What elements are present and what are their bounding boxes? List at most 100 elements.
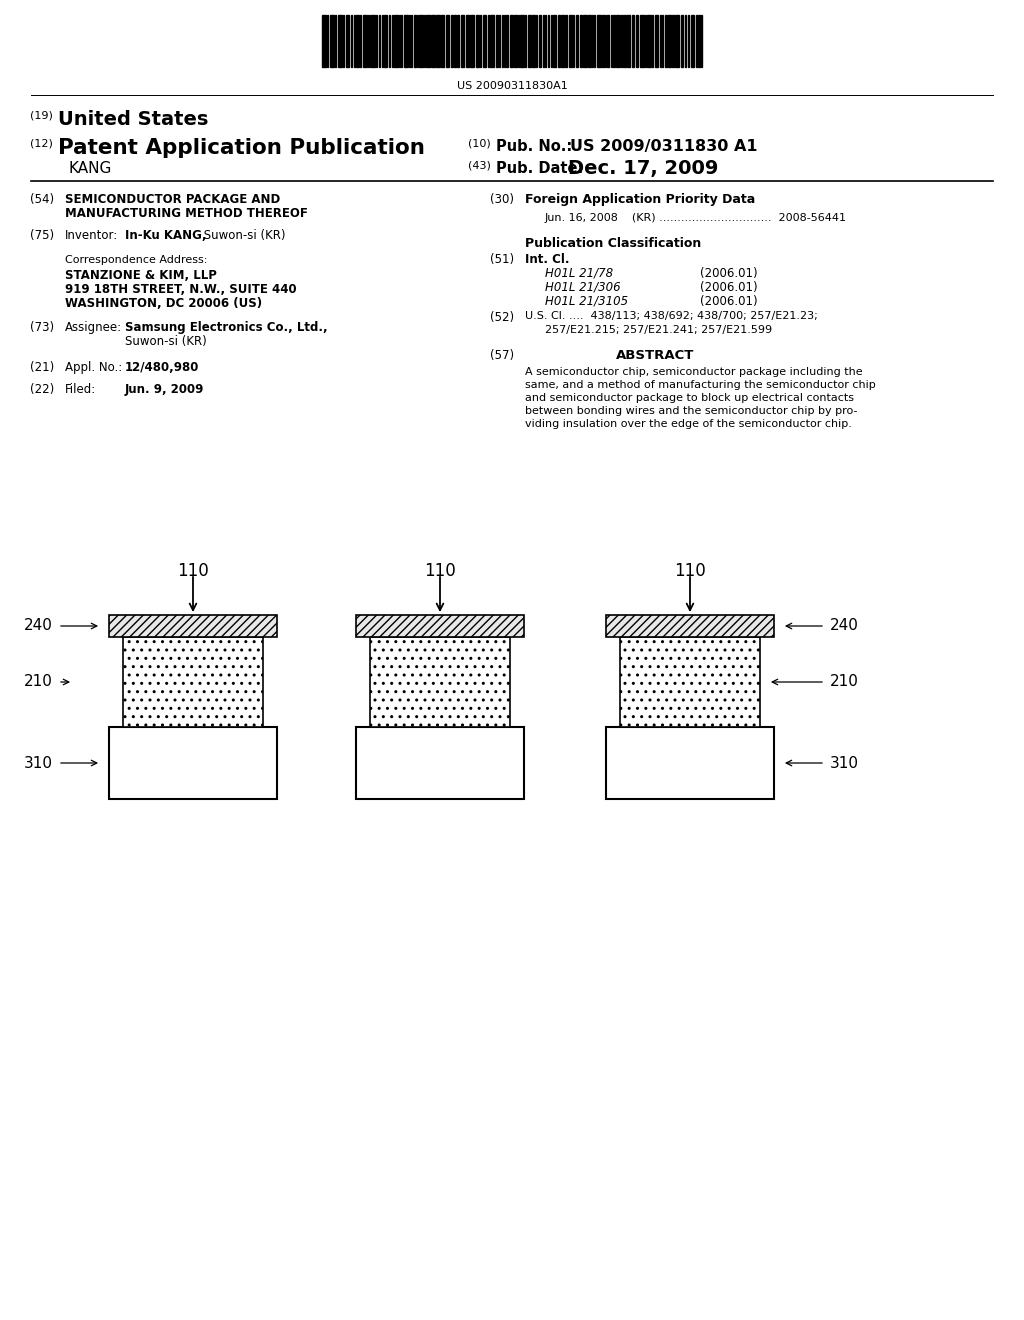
Text: (10): (10) [468, 139, 490, 149]
Bar [404, 15, 408, 67]
Bar [575, 15, 578, 67]
Text: and semiconductor package to block up electrical contacts: and semiconductor package to block up el… [525, 393, 854, 403]
Text: Foreign Application Priority Data: Foreign Application Priority Data [525, 193, 756, 206]
Bar [668, 15, 671, 67]
Text: ABSTRACT: ABSTRACT [615, 348, 694, 362]
Bar [606, 727, 774, 799]
Bar [356, 727, 524, 799]
Bar [457, 15, 459, 67]
Bar [394, 15, 397, 67]
Text: Publication Classification: Publication Classification [525, 238, 701, 249]
Text: Suwon-si (KR): Suwon-si (KR) [200, 228, 286, 242]
Text: 210: 210 [25, 675, 53, 689]
Bar [510, 15, 512, 67]
Bar [545, 15, 546, 67]
Bar [424, 15, 425, 67]
Text: Pub. No.:: Pub. No.: [496, 139, 572, 154]
Bar [342, 15, 344, 67]
Text: 240: 240 [830, 619, 859, 634]
Bar [436, 15, 439, 67]
Bar [561, 15, 563, 67]
Text: 110: 110 [177, 562, 209, 579]
Bar [553, 15, 555, 67]
Bar [606, 615, 774, 638]
Text: 210: 210 [830, 675, 859, 689]
Bar [487, 15, 489, 67]
Bar [461, 15, 464, 67]
Text: Inventor:: Inventor: [65, 228, 118, 242]
Text: Appl. No.:: Appl. No.: [65, 360, 122, 374]
Bar [520, 15, 523, 67]
Text: (2006.01): (2006.01) [700, 267, 758, 280]
Text: Int. Cl.: Int. Cl. [525, 253, 569, 267]
Bar [440, 15, 444, 67]
Text: 12/480,980: 12/480,980 [125, 360, 200, 374]
Bar [672, 15, 674, 67]
Text: Assignee:: Assignee: [65, 321, 122, 334]
Bar [624, 15, 626, 67]
Bar [588, 15, 591, 67]
Text: (19): (19) [30, 111, 53, 121]
Text: Patent Application Publication: Patent Application Publication [58, 139, 425, 158]
Bar [338, 15, 341, 67]
Text: same, and a method of manufacturing the semiconductor chip: same, and a method of manufacturing the … [525, 380, 876, 389]
Bar [583, 15, 587, 67]
Text: 110: 110 [424, 562, 456, 579]
Bar [417, 15, 418, 67]
Bar [616, 15, 618, 67]
Text: (2006.01): (2006.01) [700, 281, 758, 294]
Text: (21): (21) [30, 360, 54, 374]
Bar [391, 15, 393, 67]
Text: SEMICONDUCTOR PACKAGE AND: SEMICONDUCTOR PACKAGE AND [65, 193, 281, 206]
Bar [597, 15, 600, 67]
Bar [371, 15, 375, 67]
Text: KANG: KANG [68, 161, 112, 176]
Text: United States: United States [58, 110, 208, 129]
Text: (73): (73) [30, 321, 54, 334]
Bar [687, 15, 689, 67]
Bar [454, 15, 456, 67]
Text: H01L 21/306: H01L 21/306 [545, 281, 621, 294]
Bar [109, 727, 278, 799]
Bar [335, 15, 336, 67]
Text: WASHINGTON, DC 20006 (US): WASHINGTON, DC 20006 (US) [65, 297, 262, 310]
Bar [602, 15, 603, 67]
Bar [632, 15, 634, 67]
Text: MANUFACTURING METHOD THEREOF: MANUFACTURING METHOD THEREOF [65, 207, 308, 220]
Text: US 20090311830A1: US 20090311830A1 [457, 81, 567, 91]
Bar [362, 15, 366, 67]
Bar [569, 15, 571, 67]
Bar [684, 15, 686, 67]
Bar [475, 15, 479, 67]
Bar [659, 15, 662, 67]
Bar [490, 15, 494, 67]
Bar [370, 638, 510, 727]
Text: Jun. 9, 2009: Jun. 9, 2009 [125, 383, 205, 396]
Bar [451, 15, 453, 67]
Text: Suwon-si (KR): Suwon-si (KR) [125, 335, 207, 348]
Bar [654, 15, 658, 67]
Bar [445, 15, 449, 67]
Text: Filed:: Filed: [65, 383, 96, 396]
Bar [327, 15, 328, 67]
Bar [627, 15, 630, 67]
Text: (54): (54) [30, 193, 54, 206]
Bar [557, 15, 560, 67]
Bar [665, 15, 667, 67]
Text: US 2009/0311830 A1: US 2009/0311830 A1 [570, 139, 758, 154]
Bar [572, 15, 574, 67]
Bar [514, 15, 516, 67]
Bar [539, 15, 541, 67]
Text: 310: 310 [830, 755, 859, 771]
Bar [398, 15, 400, 67]
Text: In-Ku KANG,: In-Ku KANG, [125, 228, 207, 242]
Text: (12): (12) [30, 139, 53, 149]
Text: Pub. Date:: Pub. Date: [496, 161, 584, 176]
Text: (52): (52) [490, 312, 514, 323]
Bar [356, 615, 524, 638]
Bar [564, 15, 567, 67]
Text: Samsung Electronics Co., Ltd.,: Samsung Electronics Co., Ltd., [125, 321, 328, 334]
Bar [698, 15, 699, 67]
Text: (2006.01): (2006.01) [700, 294, 758, 308]
Bar [330, 15, 334, 67]
